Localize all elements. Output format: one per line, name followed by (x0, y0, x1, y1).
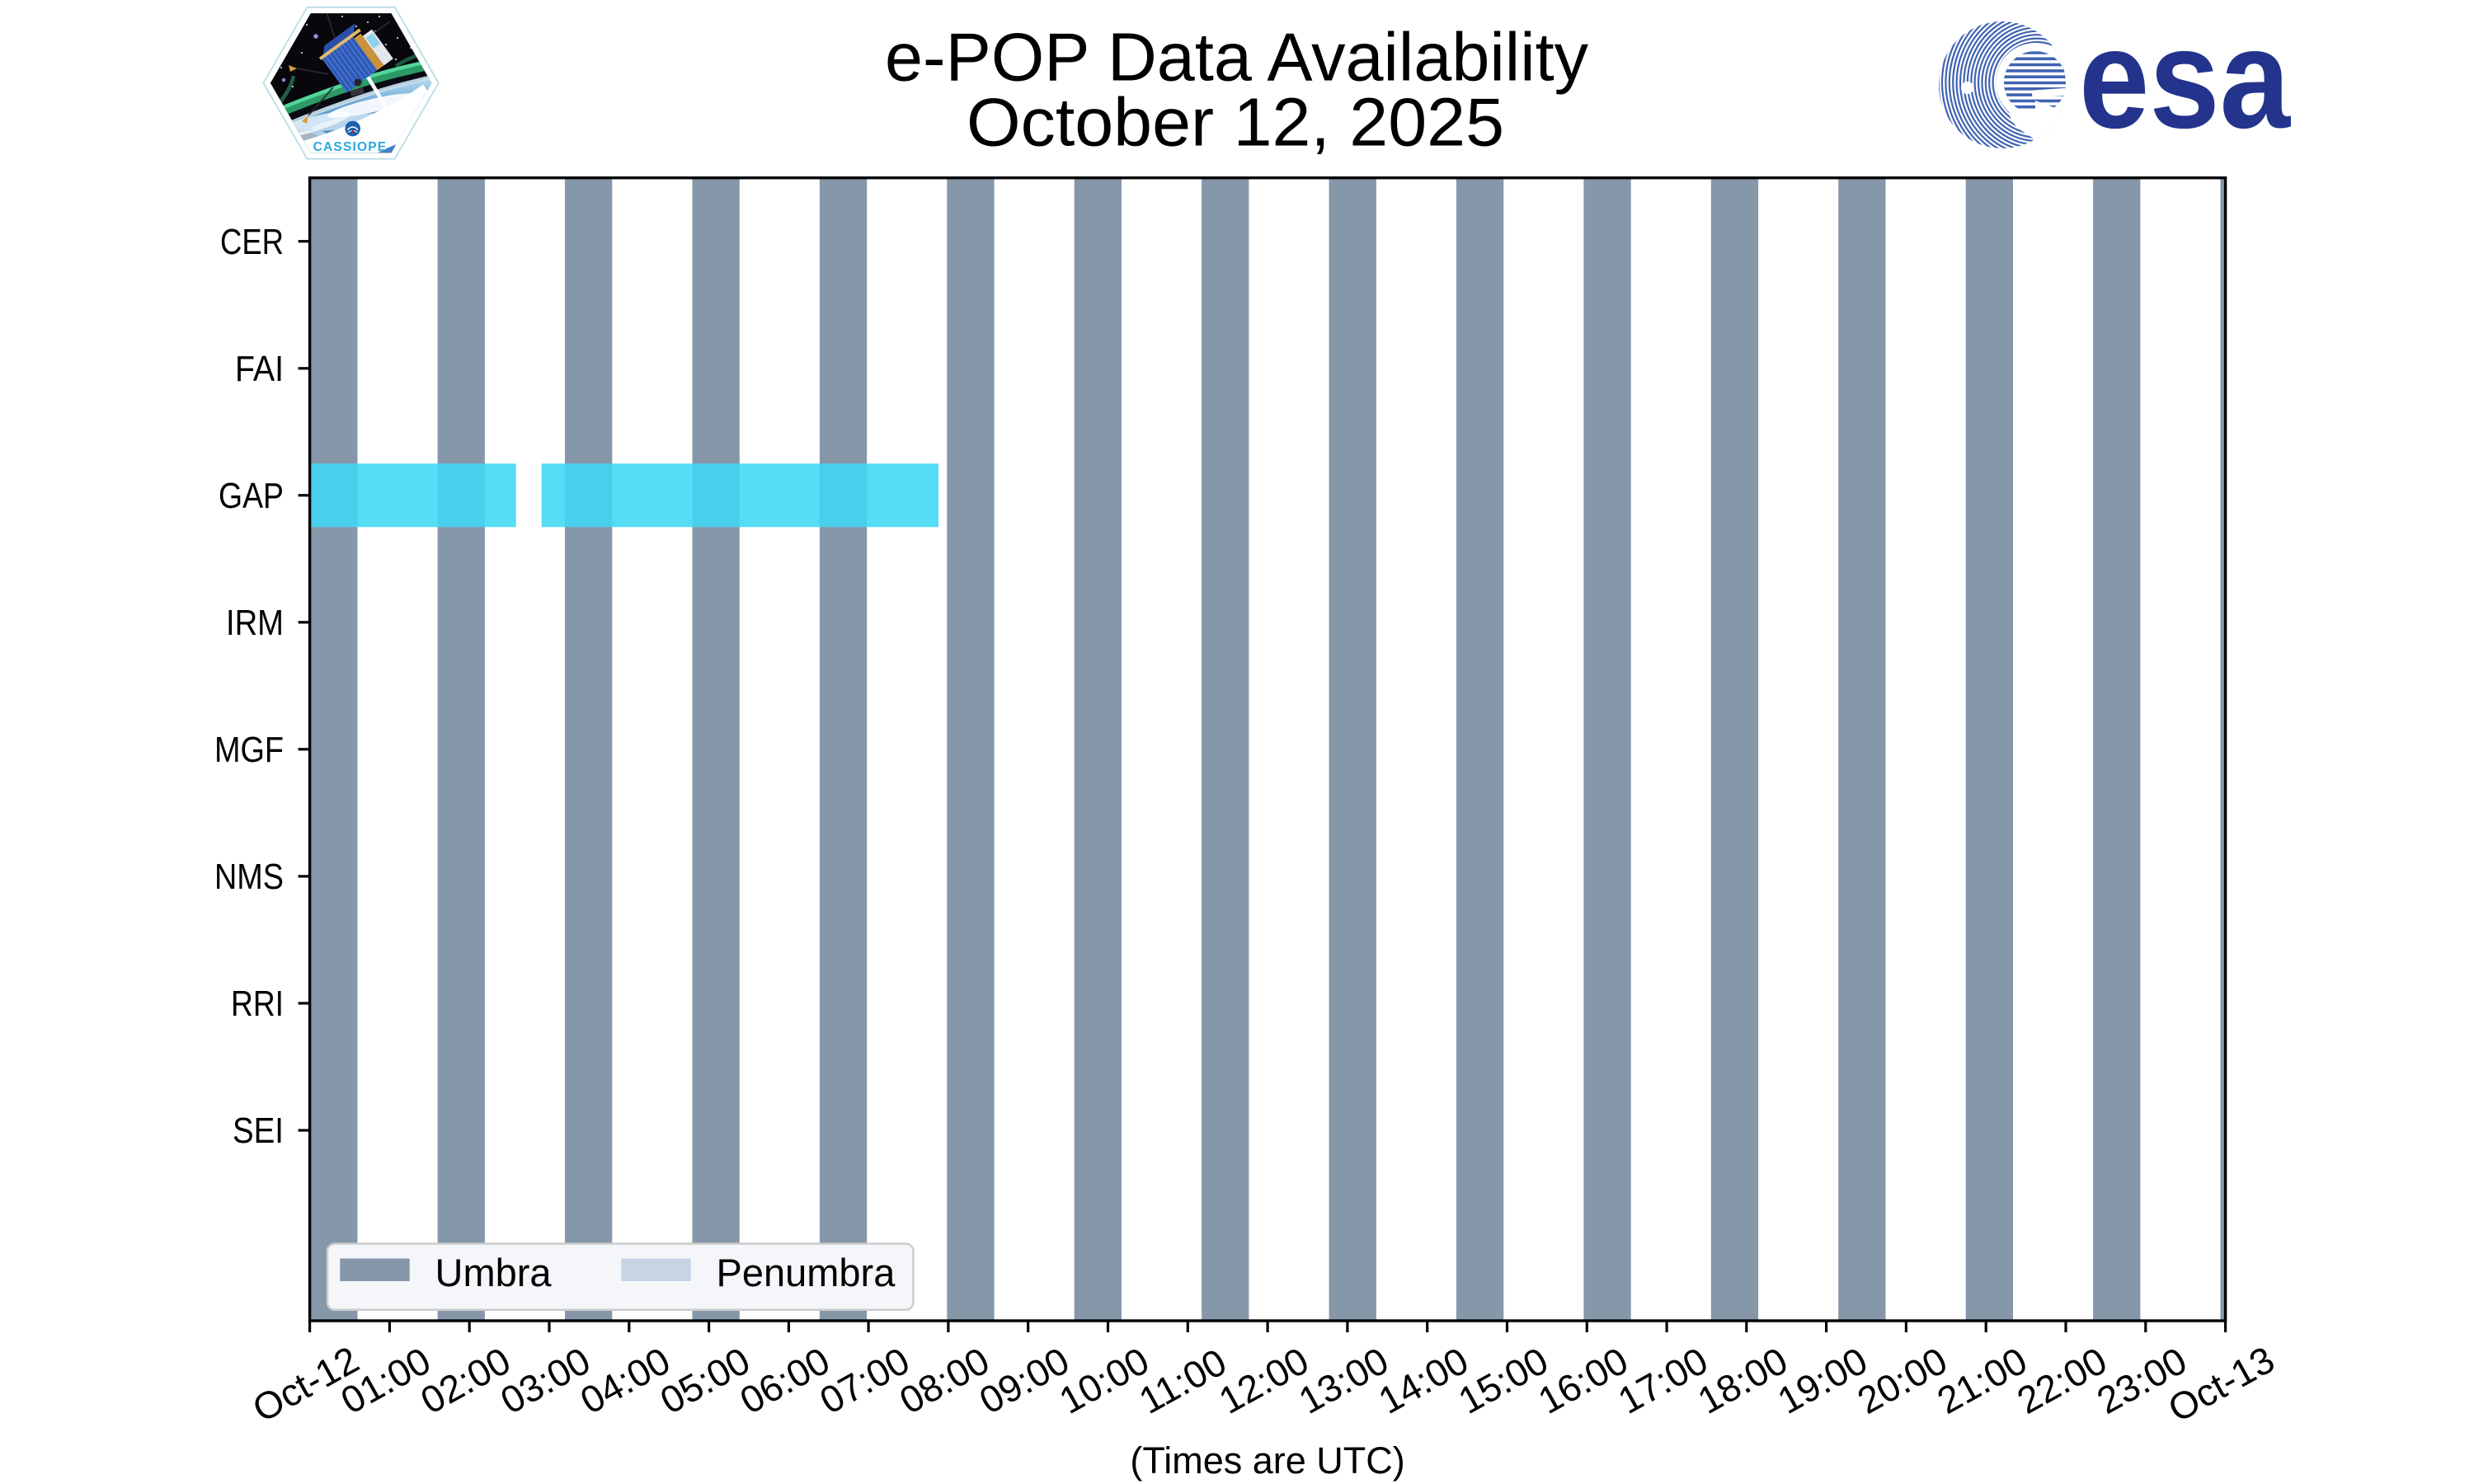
svg-text:(Times are UTC): (Times are UTC) (1130, 1439, 1404, 1482)
svg-text:MGF: MGF (214, 730, 284, 770)
svg-text:IRM: IRM (226, 603, 284, 643)
svg-text:FAI: FAI (235, 349, 284, 389)
svg-text:NMS: NMS (214, 857, 284, 897)
svg-text:Umbra: Umbra (435, 1251, 553, 1294)
svg-text:CER: CER (220, 222, 284, 262)
svg-text:RRI: RRI (231, 984, 284, 1024)
svg-text:CASSIOPE: CASSIOPE (313, 140, 388, 154)
svg-text:SEI: SEI (233, 1111, 284, 1151)
svg-text:esa: esa (2079, 0, 2291, 158)
svg-text:GAP: GAP (219, 476, 284, 516)
svg-text:October 12, 2025: October 12, 2025 (967, 84, 1504, 161)
svg-text:Penumbra: Penumbra (717, 1251, 896, 1294)
svg-text:e-POP Data Availability: e-POP Data Availability (885, 19, 1588, 96)
